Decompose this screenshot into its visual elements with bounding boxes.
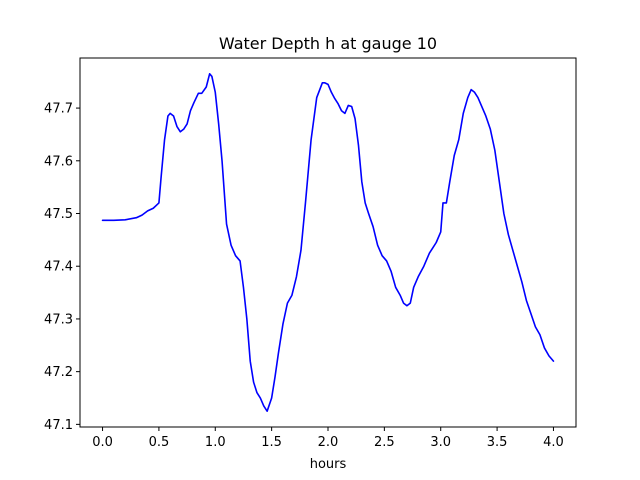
y-tick-label: 47.2 xyxy=(44,365,73,380)
x-tick-label: 1.0 xyxy=(205,435,226,450)
y-tick-label: 47.7 xyxy=(44,102,73,117)
x-axis: 0.0 0.5 1.0 1.5 2.0 2.5 3.0 3.5 4.0 xyxy=(92,427,564,450)
y-tick-label: 47.1 xyxy=(44,418,73,433)
x-tick-label: 3.0 xyxy=(430,435,451,450)
series-line-water-depth xyxy=(101,73,555,412)
y-axis: 47.1 47.2 47.3 47.4 47.5 47.6 47.7 xyxy=(44,102,80,433)
x-tick-label: 4.0 xyxy=(543,435,564,450)
y-tick-label: 47.3 xyxy=(44,312,73,327)
x-tick-label: 2.5 xyxy=(374,435,395,450)
x-tick-label: 0.5 xyxy=(149,435,170,450)
x-tick-label: 0.0 xyxy=(92,435,113,450)
y-tick-label: 47.4 xyxy=(44,260,73,275)
y-tick-label: 47.6 xyxy=(44,154,73,169)
x-tick-label: 2.0 xyxy=(318,435,339,450)
chart-title: Water Depth h at gauge 10 xyxy=(219,34,437,53)
x-tick-label: 1.5 xyxy=(261,435,282,450)
x-tick-label: 3.5 xyxy=(487,435,508,450)
y-tick-label: 47.5 xyxy=(44,207,73,222)
x-axis-label: hours xyxy=(310,457,347,472)
